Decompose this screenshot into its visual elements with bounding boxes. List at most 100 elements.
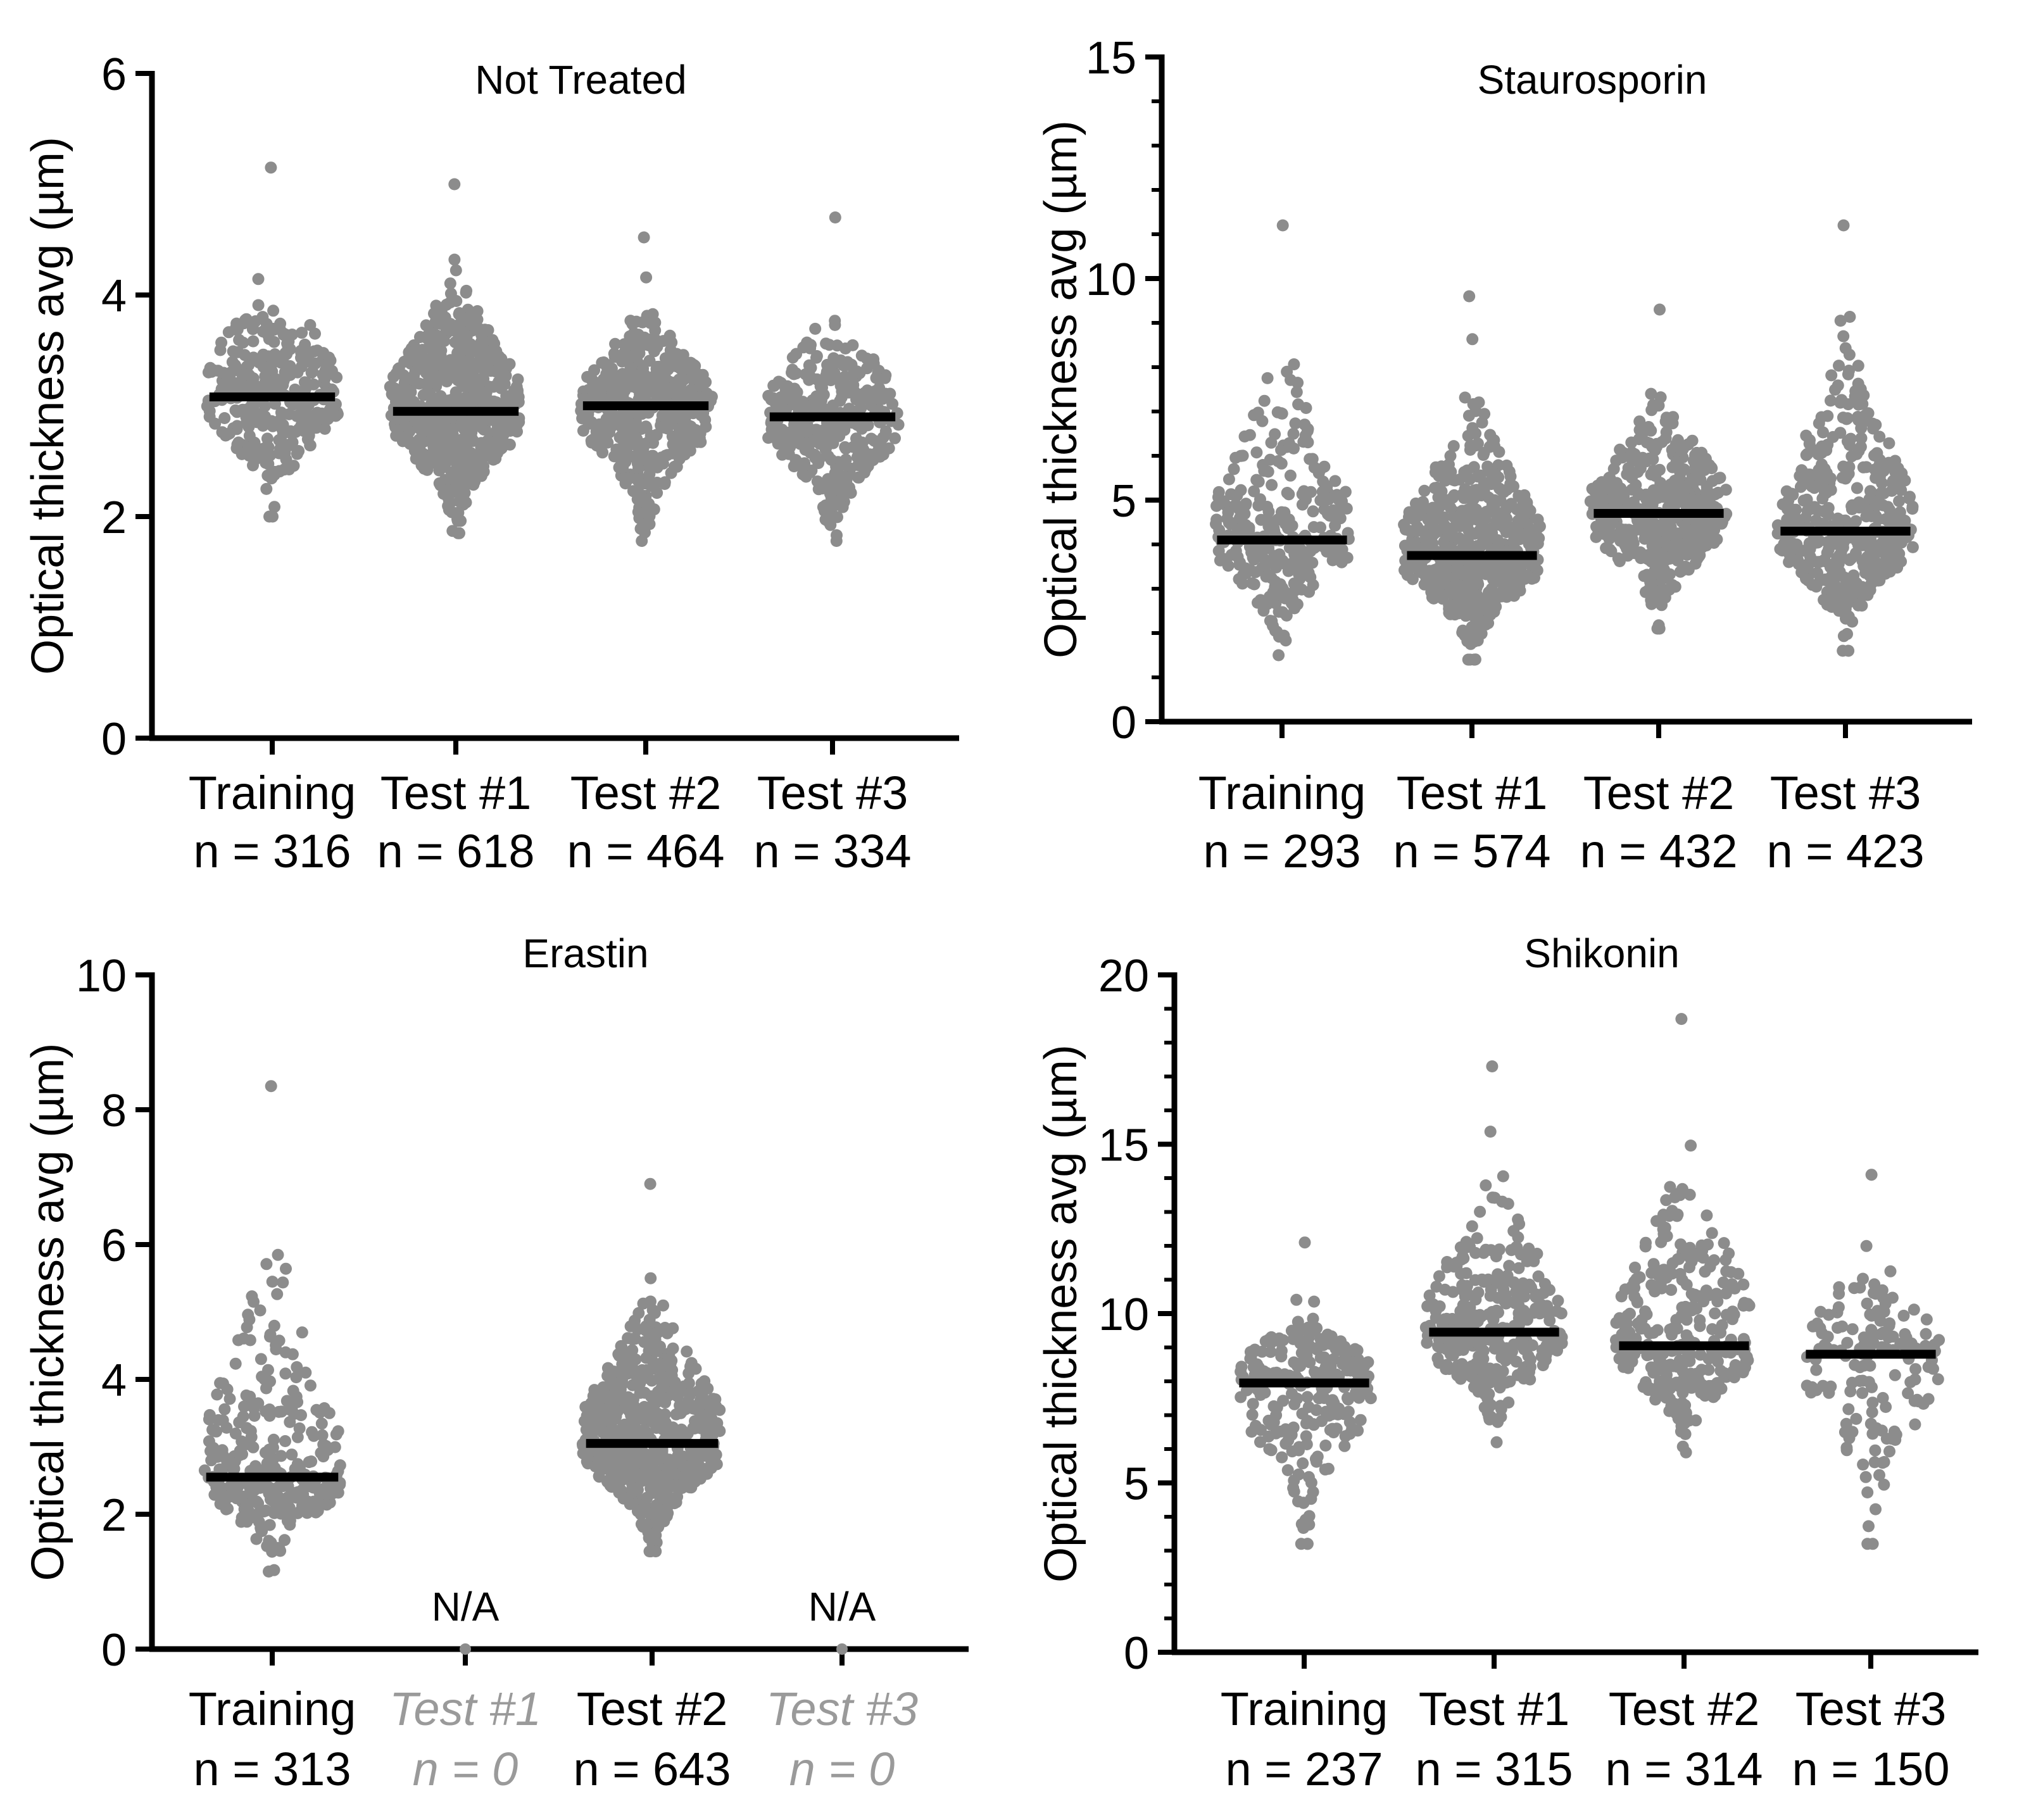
data-point <box>284 360 296 372</box>
x-n-label: n = 464 <box>567 825 725 877</box>
data-point <box>1321 480 1333 493</box>
data-point <box>1832 379 1844 392</box>
x-n-label: n = 334 <box>754 825 912 877</box>
data-point <box>1491 534 1504 546</box>
data-point <box>1341 551 1354 564</box>
data-point <box>1610 477 1623 489</box>
data-point <box>1459 391 1471 404</box>
data-point <box>238 1503 251 1516</box>
data-point <box>1318 503 1331 516</box>
data-point <box>1512 532 1525 545</box>
data-point <box>1523 525 1536 538</box>
x-n-label: n = 315 <box>1416 1743 1573 1795</box>
data-point <box>829 211 841 223</box>
data-point <box>644 1272 657 1284</box>
data-point <box>293 1422 306 1434</box>
data-point <box>1210 513 1223 526</box>
data-point <box>879 387 892 400</box>
data-point <box>467 479 480 491</box>
data-point <box>1493 482 1505 495</box>
data-point <box>225 375 238 388</box>
data-point <box>657 1470 670 1483</box>
data-point <box>1295 1538 1307 1550</box>
data-point <box>315 1417 328 1430</box>
data-point <box>1279 592 1292 605</box>
data-point <box>1433 501 1446 513</box>
data-point <box>627 485 639 498</box>
na-annotation: N/A <box>432 1584 500 1629</box>
data-point <box>214 1377 227 1390</box>
y-tick-label: 6 <box>101 1221 127 1271</box>
data-point <box>449 507 462 519</box>
data-point <box>663 1453 676 1466</box>
data-point <box>1289 1326 1302 1339</box>
data-point <box>256 1371 268 1383</box>
empty-group-marker <box>836 1643 848 1655</box>
data-point <box>320 1498 333 1511</box>
data-point <box>1235 1360 1248 1373</box>
data-point <box>650 1545 662 1558</box>
data-point <box>585 434 598 447</box>
data-point <box>644 1177 657 1190</box>
data-point <box>1612 552 1625 565</box>
x-n-label: n = 293 <box>1204 825 1361 877</box>
data-point <box>1316 1388 1328 1400</box>
data-point <box>1252 475 1265 488</box>
data-point <box>1229 498 1242 511</box>
data-point <box>415 459 428 472</box>
data-point <box>424 387 436 400</box>
data-point <box>614 1383 627 1396</box>
x-n-label: n = 618 <box>377 825 535 877</box>
data-point <box>622 1404 635 1417</box>
data-point <box>1302 423 1314 436</box>
chart-title: Shikonin <box>1524 931 1680 976</box>
data-point <box>1290 386 1303 398</box>
data-point <box>710 1458 723 1471</box>
data-point <box>838 470 851 483</box>
data-point <box>1276 407 1288 420</box>
data-point <box>1472 603 1485 616</box>
data-point <box>1471 470 1484 483</box>
data-point <box>645 451 658 464</box>
data-point <box>815 394 827 407</box>
data-point <box>1875 486 1888 499</box>
x-n-label: n = 316 <box>194 825 351 877</box>
data-point <box>1324 1424 1336 1436</box>
data-point <box>417 436 430 448</box>
data-point <box>619 350 632 363</box>
data-point <box>1670 456 1683 468</box>
data-point <box>1255 513 1267 526</box>
data-point <box>1484 1126 1497 1138</box>
data-point <box>1597 493 1610 505</box>
data-point <box>434 349 447 362</box>
y-tick-label: 5 <box>1124 1459 1149 1510</box>
x-n-label: n = 432 <box>1580 825 1738 877</box>
data-point <box>420 319 432 332</box>
data-point <box>1305 1476 1317 1489</box>
data-point <box>1466 1220 1478 1233</box>
data-point <box>1590 530 1602 543</box>
data-point <box>1490 1436 1503 1448</box>
data-point <box>1290 1293 1303 1306</box>
data-point <box>474 392 486 405</box>
data-point <box>1626 533 1638 546</box>
y-tick-label: 15 <box>1098 1120 1149 1171</box>
data-point <box>643 461 655 474</box>
data-point <box>1633 415 1646 428</box>
data-point <box>889 432 901 444</box>
x-category-label: Training <box>1198 767 1366 819</box>
data-point <box>1522 504 1535 516</box>
group-1: Training n = 293 <box>1198 219 1366 877</box>
data-point <box>1237 568 1250 581</box>
data-point <box>446 525 459 537</box>
data-point <box>1279 518 1292 530</box>
data-point <box>1486 1060 1499 1072</box>
data-point <box>651 487 663 499</box>
data-point <box>607 1478 620 1491</box>
y-tick-label: 20 <box>1098 951 1149 1001</box>
y-tick-label: 4 <box>101 271 127 322</box>
data-point <box>674 350 687 363</box>
data-point <box>651 361 663 373</box>
data-point <box>1835 534 1847 546</box>
